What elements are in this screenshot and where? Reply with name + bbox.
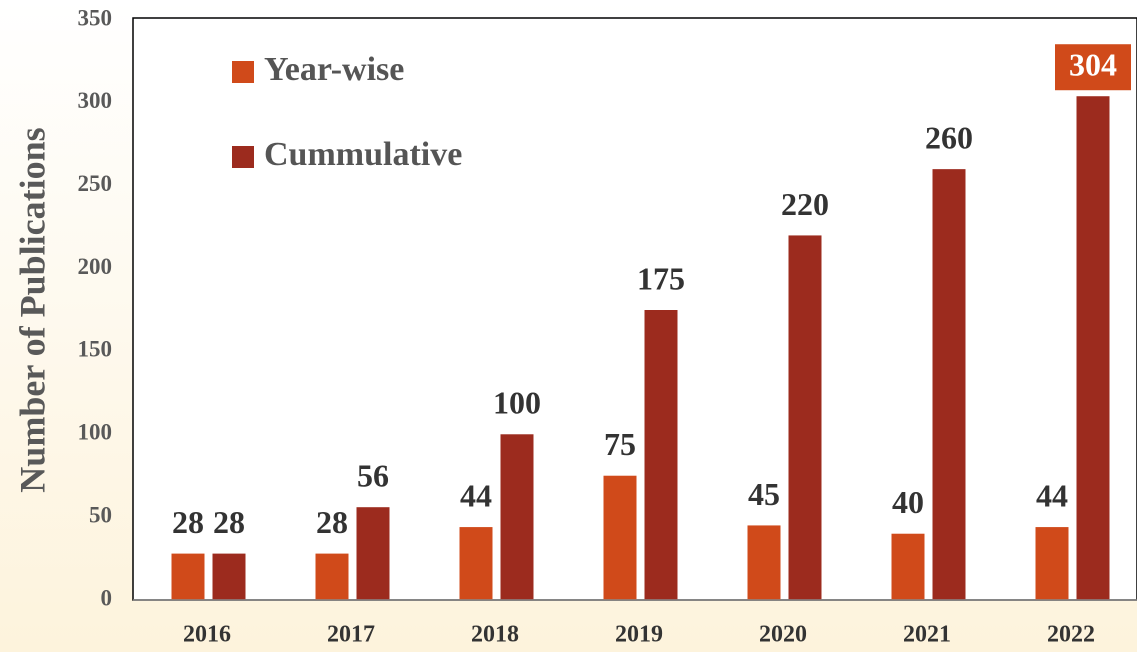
bar <box>315 553 349 600</box>
x-tick-label: 2021 <box>903 622 951 648</box>
value-label: 44 <box>460 477 492 513</box>
x-tick-label: 2017 <box>327 622 375 648</box>
x-tick-label: 2016 <box>183 622 231 648</box>
y-tick-label: 250 <box>78 171 113 196</box>
legend-label: Cummulative <box>264 136 462 173</box>
bar <box>212 553 246 600</box>
bar <box>891 533 925 600</box>
y-tick-label: 300 <box>78 88 113 113</box>
x-tick-label: 2022 <box>1047 622 1095 648</box>
bar <box>356 507 390 600</box>
value-label: 220 <box>781 186 829 222</box>
x-tick-label: 2019 <box>615 622 663 648</box>
bar <box>171 553 205 600</box>
bar <box>603 475 637 600</box>
bar <box>644 310 678 600</box>
value-label: 304 <box>1069 47 1117 83</box>
value-label: 44 <box>1036 477 1068 513</box>
bar <box>500 434 534 600</box>
value-label: 175 <box>637 260 685 296</box>
x-tick-label: 2020 <box>759 622 807 648</box>
y-tick-label: 0 <box>101 585 113 610</box>
value-label: 260 <box>925 119 973 155</box>
legend-label: Year-wise <box>264 51 404 88</box>
value-label: 75 <box>604 426 636 462</box>
y-tick-label: 350 <box>78 5 113 30</box>
bar <box>932 169 966 600</box>
y-axis-title: Number of Publications <box>12 127 52 492</box>
bar <box>1035 527 1069 600</box>
value-label: 28 <box>213 504 245 540</box>
value-label: 45 <box>748 476 780 512</box>
value-label: 56 <box>357 458 389 494</box>
value-label-box <box>1055 44 1131 91</box>
legend-swatch <box>232 146 254 168</box>
x-tick-label: 2018 <box>471 622 519 648</box>
value-label: 28 <box>172 504 204 540</box>
bar <box>747 525 781 600</box>
bar <box>1076 96 1110 600</box>
y-tick-label: 50 <box>89 502 112 527</box>
legend-swatch <box>232 61 254 83</box>
y-tick-label: 150 <box>78 337 113 362</box>
bar <box>788 235 822 600</box>
bar <box>459 527 493 600</box>
value-label: 40 <box>892 484 924 520</box>
value-label: 100 <box>493 385 541 421</box>
y-tick-label: 100 <box>78 420 113 445</box>
value-label: 28 <box>316 504 348 540</box>
y-tick-label: 200 <box>78 254 113 279</box>
